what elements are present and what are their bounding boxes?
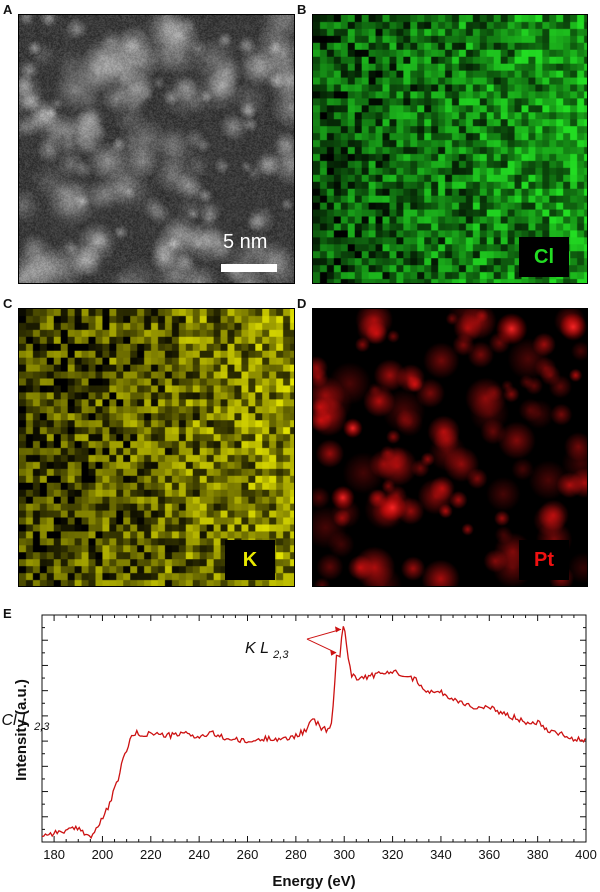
x-tick-label: 340 — [430, 847, 452, 862]
x-tick-label: 300 — [333, 847, 355, 862]
k-l23-label: K L 2,3 — [245, 640, 289, 661]
axis-ticks — [41, 614, 587, 843]
annotation-arrowhead — [330, 649, 337, 656]
x-tick-labels: 180 200 220 240 260 280 300 320 340 360 380 400 — [43, 847, 597, 862]
scale-bar-label: 5 nm — [223, 231, 268, 253]
annotation-arrow — [306, 628, 342, 640]
x-tick-label: 220 — [140, 847, 162, 862]
element-label-cl: Cl — [519, 237, 569, 277]
panel-d-image: Pt — [312, 308, 588, 587]
peak-annotations: Cl L 2,3 K L 2,3 — [1, 626, 342, 733]
x-tick-label: 240 — [188, 847, 210, 862]
plot-border — [41, 614, 587, 843]
pt-map — [313, 309, 587, 586]
element-label-k: K — [225, 540, 275, 580]
k-map — [19, 309, 294, 586]
scale-bar — [221, 264, 277, 272]
annotation-arrowhead — [335, 626, 342, 633]
x-tick-label: 360 — [478, 847, 500, 862]
x-tick-label: 320 — [382, 847, 404, 862]
panel-e-letter: E — [3, 606, 12, 621]
panel-b-letter: B — [297, 2, 307, 17]
x-axis-label: Energy (eV) — [272, 873, 355, 890]
panel-b-image: Cl — [312, 14, 588, 284]
panel-c-letter: C — [3, 296, 13, 311]
x-tick-label: 280 — [285, 847, 307, 862]
x-tick-label: 180 — [43, 847, 65, 862]
eels-spectrum-chart: 180 200 220 240 260 280 300 320 340 360 380 400 Cl … — [1, 614, 597, 890]
x-tick-label: 260 — [237, 847, 259, 862]
x-tick-label: 400 — [575, 847, 597, 862]
panel-a-image: 5 nm — [18, 14, 295, 284]
cl-l23-label: Cl L 2,3 — [1, 712, 50, 733]
panel-a-letter: A — [3, 2, 13, 17]
haadf-image — [19, 15, 294, 283]
panel-c-image: K — [18, 308, 295, 587]
x-tick-label: 200 — [92, 847, 114, 862]
panel-d-letter: D — [297, 296, 307, 311]
element-label-pt: Pt — [519, 540, 569, 580]
y-axis-label: Intensity (a.u.) — [13, 679, 30, 781]
plot-frame — [41, 614, 587, 843]
x-tick-label: 380 — [527, 847, 549, 862]
spectrum-line — [41, 626, 586, 840]
